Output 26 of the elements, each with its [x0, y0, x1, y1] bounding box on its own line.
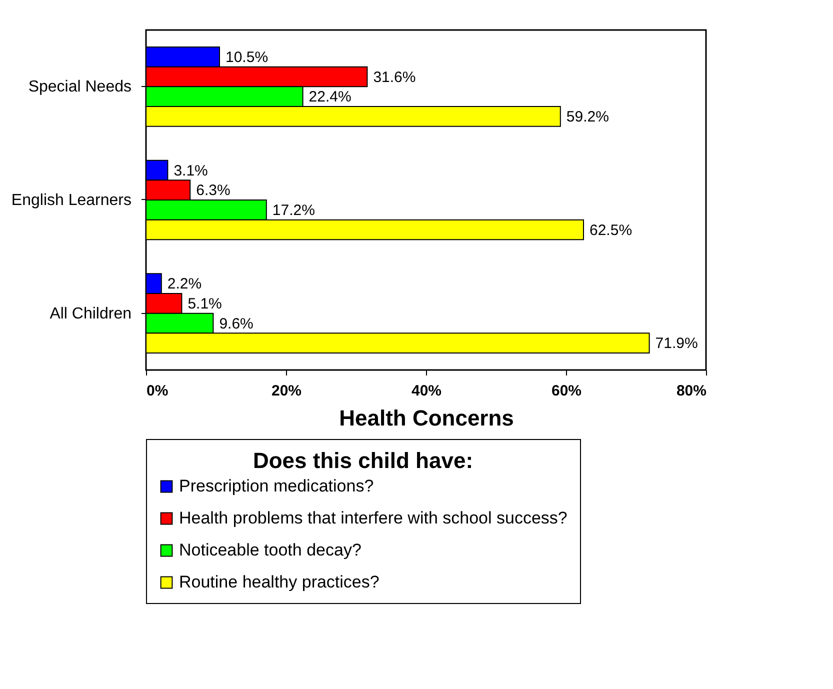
legend-title: Does this child have: — [252, 448, 474, 473]
legend-label: Health problems that interfere with school success? — [179, 508, 568, 528]
legend-label: Noticeable tooth decay? — [179, 540, 362, 560]
data-label: 9.6% — [219, 315, 254, 332]
data-label: 5.1% — [188, 295, 222, 312]
data-label: 3.1% — [174, 162, 208, 180]
legend-label: Routine healthy practices? — [179, 572, 380, 592]
y-tick-label: English Learners — [11, 192, 132, 209]
data-label: 2.2% — [167, 276, 202, 293]
x-tick-label: 0% — [146, 382, 168, 400]
x-tick-label: 20% — [271, 382, 302, 400]
y-tick-label: All Children — [50, 305, 132, 322]
data-label: 71.9% — [655, 335, 698, 352]
data-label: 22.4% — [308, 88, 352, 106]
legend-label: Prescription medications? — [179, 476, 374, 496]
data-label: 10.5% — [226, 48, 268, 66]
x-tick-label: 60% — [551, 382, 582, 400]
x-tick-label: 80% — [676, 382, 706, 400]
y-tick-label: Special Needs — [28, 78, 132, 96]
data-label: 62.5% — [590, 222, 632, 239]
data-label: 59.2% — [566, 108, 609, 126]
data-label: 17.2% — [272, 202, 315, 219]
x-axis-title: Health Concerns — [339, 406, 514, 430]
x-tick-label: 40% — [411, 382, 442, 400]
data-label: 6.3% — [196, 182, 230, 200]
data-label: 31.6% — [373, 68, 416, 86]
